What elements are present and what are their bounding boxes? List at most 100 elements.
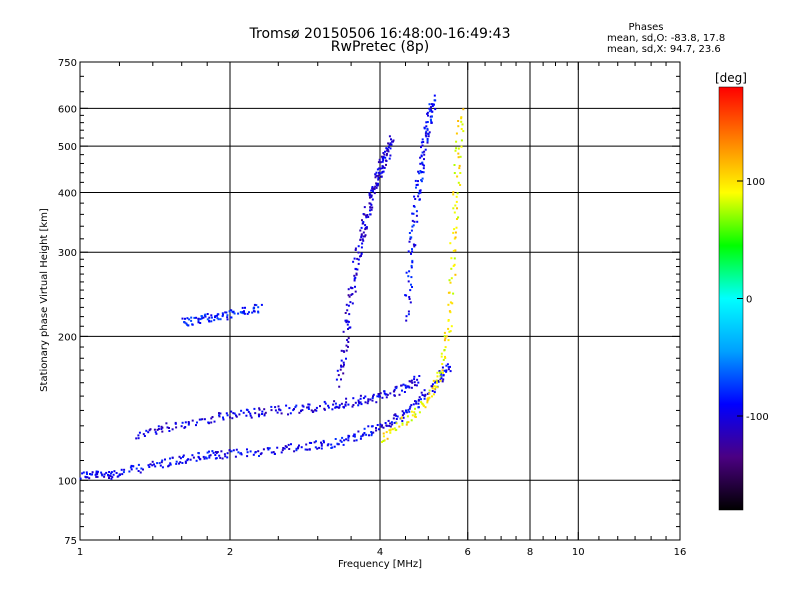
scatter-point (211, 450, 214, 453)
scatter-point (441, 363, 444, 365)
scatter-point (220, 450, 223, 453)
scatter-point (263, 413, 266, 416)
scatter-point (345, 349, 348, 352)
scatter-point (206, 313, 209, 315)
scatter-point (392, 140, 394, 143)
scatter-point (449, 311, 452, 314)
scatter-point (187, 423, 190, 426)
scatter-point (452, 292, 455, 295)
scatter-point (359, 437, 362, 440)
scatter-point (229, 416, 231, 419)
scatter-point (130, 468, 133, 471)
scatter-point (347, 328, 349, 330)
scatter-point (406, 415, 409, 418)
scatter-point (454, 249, 457, 252)
scatter-point (258, 407, 261, 410)
scatter-point (433, 103, 435, 106)
scatter-point (389, 147, 392, 150)
scatter-point (310, 409, 313, 412)
scatter-point (199, 458, 202, 461)
scatter-point (369, 213, 372, 216)
scatter-point (209, 454, 212, 457)
scatter-point (447, 339, 450, 342)
scatter-point (182, 455, 184, 458)
scatter-point (372, 190, 374, 193)
scatter-point (439, 379, 442, 382)
scatter-point (113, 470, 116, 473)
scatter-point (343, 350, 346, 353)
scatter-point (258, 413, 261, 416)
scatter-point (449, 242, 452, 245)
scatter-point (333, 400, 336, 403)
scatter-point (389, 142, 392, 145)
scatter-point (101, 474, 104, 477)
scatter-point (347, 403, 350, 406)
scatter-point (418, 172, 421, 175)
scatter-point (230, 450, 233, 453)
scatter-point (408, 410, 411, 413)
scatter-point (89, 473, 91, 475)
scatter-point (441, 380, 444, 383)
scatter-point (424, 134, 427, 137)
scatter-point (293, 450, 296, 453)
scatter-point (426, 111, 429, 114)
scatter-point (456, 192, 459, 195)
scatter-point (349, 301, 352, 304)
scatter-point (334, 406, 337, 409)
scatter-point (243, 312, 246, 315)
scatter-point (444, 357, 447, 359)
scatter-point (352, 404, 355, 406)
scatter-point (418, 375, 421, 377)
scatter-point (103, 473, 106, 476)
scatter-point (388, 143, 391, 146)
scatter-point (280, 412, 283, 415)
scatter-point (190, 319, 193, 322)
scatter-point (300, 409, 302, 412)
scatter-point (388, 424, 391, 427)
scatter-point (218, 454, 221, 457)
scatter-point (202, 316, 205, 319)
scatter-point (184, 426, 187, 428)
scatter-point (115, 472, 118, 474)
scatter-point (374, 185, 377, 188)
scatter-point (168, 427, 170, 429)
scatter-point (197, 320, 200, 322)
scatter-point (357, 399, 360, 402)
scatter-point (270, 451, 273, 454)
scatter-point (274, 409, 277, 412)
scatter-point (371, 198, 374, 201)
scatter-point (154, 465, 157, 468)
scatter-point (369, 209, 371, 212)
scatter-point (225, 412, 228, 415)
scatter-point (295, 404, 298, 407)
scatter-point (195, 424, 197, 427)
scatter-point (420, 141, 423, 144)
scatter-point (455, 147, 458, 150)
scatter-point (405, 410, 408, 413)
scatter-point (347, 304, 350, 307)
scatter-point (369, 398, 372, 401)
scatter-point (416, 220, 419, 223)
scatter-point (96, 472, 99, 475)
scatter-point (447, 327, 450, 330)
scatter-point (387, 142, 390, 145)
scatter-point (327, 404, 330, 407)
scatter-point (337, 443, 340, 446)
scatter-point (246, 455, 249, 458)
scatter-point (348, 435, 351, 438)
scatter-point (378, 395, 380, 398)
scatter-point (375, 401, 378, 404)
scatter-point (354, 285, 356, 288)
scatter-point (306, 406, 309, 409)
plot-axes: 1 2 4 6 8 10 16 75 100 200 300 400 500 600 750 (58, 58, 686, 558)
scatter-point (345, 357, 347, 360)
scatter-point (372, 395, 374, 398)
y-axis-label: Stationary phase Virtual Height [km] (39, 208, 50, 392)
scatter-point (342, 372, 345, 375)
scatter-point (308, 448, 311, 451)
scatter-point (129, 466, 132, 469)
scatter-point (417, 180, 419, 183)
scatter-point (421, 171, 423, 173)
scatter-point (421, 402, 424, 405)
scatter-point (137, 463, 140, 466)
